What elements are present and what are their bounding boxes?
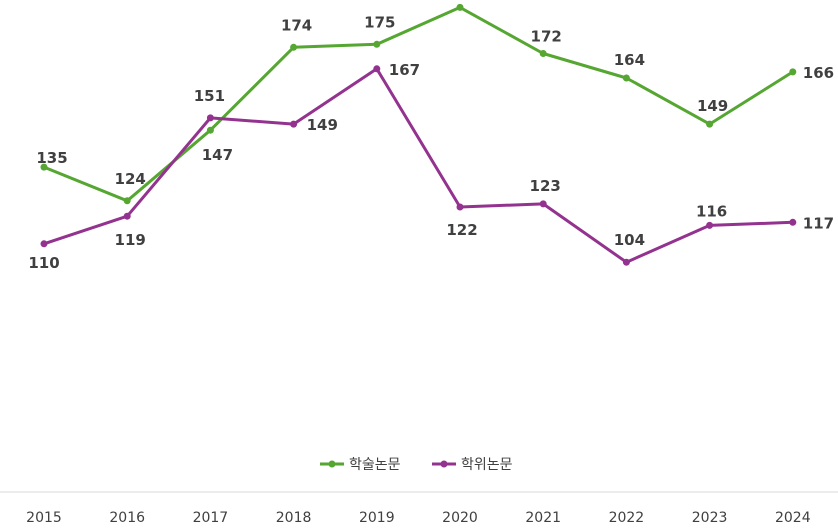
x-tick-label-2024: 2024 — [775, 510, 811, 526]
data-label-s2-2023: 116 — [696, 202, 727, 220]
x-tick-label-2017: 2017 — [193, 510, 229, 526]
series-line-1 — [42, 5, 795, 203]
data-label-s1-2017: 147 — [202, 146, 233, 164]
data-label-s1-2019: 175 — [364, 13, 395, 31]
data-label-s1-2020: 187 — [452, 0, 483, 2]
data-label-s1-2015: 135 — [36, 149, 67, 167]
data-label-s2-2021: 123 — [530, 177, 561, 195]
x-tick-label-2021: 2021 — [525, 510, 561, 526]
series-line-2 — [42, 67, 795, 264]
legend-item-1[interactable]: 학술논문 — [320, 457, 401, 473]
data-label-s1-2021: 172 — [531, 28, 562, 46]
data-point-s2-2017 — [206, 114, 214, 122]
x-tick-label-2018: 2018 — [276, 510, 312, 526]
x-tick-label-2015: 2015 — [26, 510, 62, 526]
data-label-s2-2015: 110 — [28, 254, 59, 272]
data-point-s2-2020 — [456, 203, 464, 211]
data-point-s1-2019 — [373, 40, 381, 48]
legend-label-2: 학위논문 — [461, 457, 513, 473]
data-label-s2-2020: 122 — [446, 221, 477, 239]
x-tick-label-2019: 2019 — [359, 510, 395, 526]
data-label-layer: 135 124 147 174 175 187 172 164 149 166 110 119 151 1… — [28, 0, 834, 272]
data-point-s2-2024 — [789, 218, 797, 226]
data-label-s2-2022: 104 — [614, 231, 645, 249]
data-point-s2-2021 — [539, 200, 547, 208]
data-point-s2-2016 — [123, 212, 131, 220]
x-tick-layer: 2015 2016 2017 2018 2019 2020 2021 2022 2023 2024 — [26, 510, 811, 526]
data-point-s1-2018 — [290, 43, 298, 51]
legend-item-2[interactable]: 학위논문 — [432, 457, 513, 473]
legend-swatch-marker-1 — [328, 460, 336, 468]
data-label-s1-2023: 149 — [697, 97, 728, 115]
data-label-s2-2016: 119 — [115, 231, 146, 249]
x-tick-label-2022: 2022 — [609, 510, 645, 526]
legend: 학술논문 학위논문 — [320, 457, 513, 473]
data-label-s1-2016: 124 — [115, 170, 146, 188]
data-point-s2-2015 — [40, 240, 48, 248]
x-tick-label-2023: 2023 — [692, 510, 728, 526]
data-point-s2-2018 — [290, 120, 298, 128]
data-label-s2-2017: 151 — [194, 87, 225, 105]
data-label-s2-2018: 149 — [307, 116, 338, 134]
legend-label-1: 학술논문 — [349, 457, 401, 473]
data-label-s1-2022: 164 — [614, 51, 645, 69]
data-point-s2-2022 — [622, 258, 630, 266]
data-point-s2-2019 — [373, 65, 381, 73]
data-label-s2-2024: 117 — [803, 214, 834, 232]
data-label-s1-2024: 166 — [803, 64, 834, 82]
data-point-s1-2015 — [40, 163, 48, 171]
data-label-s2-2019: 167 — [389, 61, 420, 79]
data-point-s1-2020 — [456, 3, 464, 11]
series-layer — [40, 3, 797, 266]
legend-swatch-marker-2 — [440, 460, 448, 468]
x-tick-label-2016: 2016 — [109, 510, 145, 526]
data-label-s1-2018: 174 — [281, 16, 312, 34]
data-point-s1-2021 — [539, 50, 547, 57]
data-point-s1-2023 — [706, 120, 714, 128]
data-point-s1-2017 — [206, 126, 214, 134]
data-point-s1-2024 — [789, 68, 797, 76]
data-point-s1-2022 — [622, 74, 630, 82]
data-point-s1-2016 — [123, 197, 131, 205]
data-point-s2-2023 — [706, 221, 714, 229]
x-tick-label-2020: 2020 — [442, 510, 478, 526]
